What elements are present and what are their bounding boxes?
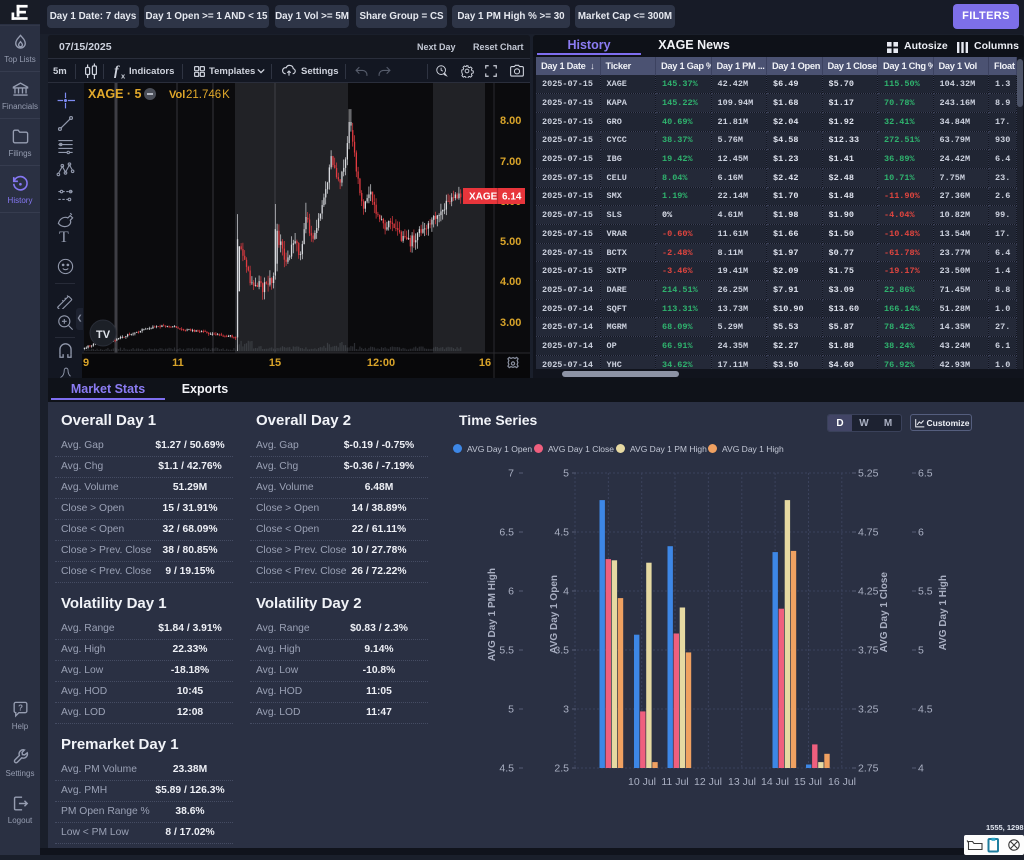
svg-text:5: 5 (508, 704, 514, 716)
svg-text:4: 4 (918, 763, 924, 775)
svg-text:5.00: 5.00 (500, 236, 521, 248)
svg-text:16: 16 (479, 357, 491, 369)
svg-text:21.746 K: 21.746 K (186, 89, 230, 101)
svg-text:4.00: 4.00 (500, 276, 521, 288)
svg-text:11: 11 (172, 357, 184, 369)
svg-text:XAGE: XAGE (469, 192, 498, 203)
svg-text:5.5: 5.5 (499, 645, 514, 657)
svg-text:5: 5 (563, 468, 569, 480)
svg-text:16 Jul: 16 Jul (828, 776, 856, 788)
svg-text:8.00: 8.00 (500, 115, 521, 127)
svg-text:14 Jul: 14 Jul (761, 776, 789, 788)
svg-text:4.5: 4.5 (499, 763, 514, 775)
svg-text:x: x (121, 72, 126, 81)
svg-text:3.25: 3.25 (858, 704, 879, 716)
svg-text:13 Jul: 13 Jul (728, 776, 756, 788)
svg-text:6.5: 6.5 (918, 468, 933, 480)
svg-text:7: 7 (508, 468, 514, 480)
svg-text:4: 4 (563, 586, 569, 598)
svg-text:7.00: 7.00 (500, 156, 521, 168)
svg-text:6.14: 6.14 (502, 192, 522, 203)
svg-text:6: 6 (508, 586, 514, 598)
svg-text:f: f (114, 64, 120, 79)
svg-text:4.25: 4.25 (858, 586, 879, 598)
svg-text:12:00: 12:00 (367, 357, 395, 369)
svg-text:3.5: 3.5 (554, 645, 569, 657)
svg-text:TV: TV (96, 329, 111, 341)
svg-text:XAGE · 5: XAGE · 5 (88, 87, 142, 101)
svg-text:6.5: 6.5 (499, 527, 514, 539)
svg-text:4.5: 4.5 (918, 704, 933, 716)
svg-text:4.5: 4.5 (554, 527, 569, 539)
svg-text:9: 9 (83, 357, 89, 369)
svg-text:3.75: 3.75 (858, 645, 879, 657)
svg-text:5.5: 5.5 (918, 586, 933, 598)
svg-text:6: 6 (918, 527, 924, 539)
svg-text:Vol: Vol (169, 89, 185, 101)
svg-text:2.75: 2.75 (858, 763, 879, 775)
svg-text:10 Jul: 10 Jul (628, 776, 656, 788)
svg-text:3.00: 3.00 (500, 317, 521, 329)
svg-text:?: ? (18, 704, 23, 713)
svg-text:3: 3 (563, 704, 569, 716)
svg-text:4.75: 4.75 (858, 527, 879, 539)
svg-text:2.5: 2.5 (554, 763, 569, 775)
svg-text:12 Jul: 12 Jul (694, 776, 722, 788)
svg-text:11 Jul: 11 Jul (661, 776, 688, 788)
svg-text:5: 5 (918, 645, 924, 657)
svg-text:5.25: 5.25 (858, 468, 879, 480)
svg-text:15: 15 (269, 357, 281, 369)
svg-text:15 Jul: 15 Jul (794, 776, 822, 788)
